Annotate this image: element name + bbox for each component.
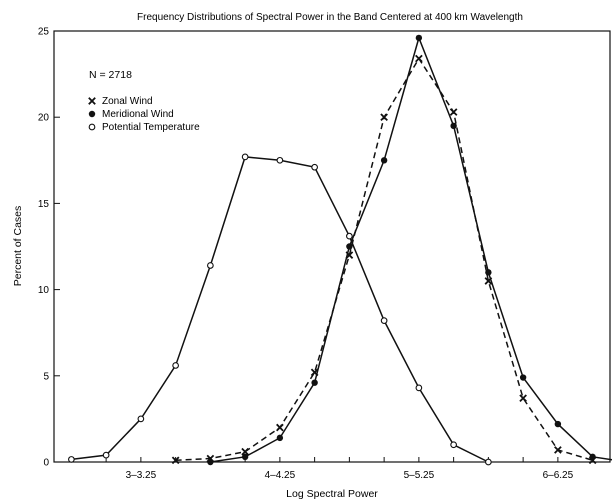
data-point-meridional-wind (554, 420, 562, 428)
data-point-zonal-wind (241, 447, 249, 456)
legend-marker (88, 97, 96, 105)
data-point-meridional-wind (380, 157, 388, 164)
data-point-potential-temperature (68, 456, 75, 463)
y-tick-label: 20 (38, 113, 50, 124)
series-zonal-wind (171, 54, 597, 465)
y-axis-label: Percent of Cases (12, 206, 24, 287)
data-point-potential-temperature (207, 262, 214, 269)
sample-size-annotation: N = 2718 (89, 69, 132, 81)
x-tick-label: 6–6.25 (543, 470, 574, 481)
y-tick-label: 25 (38, 27, 50, 38)
data-point-potential-temperature (450, 441, 457, 449)
legend-marker (88, 110, 96, 118)
legend-marker (88, 123, 96, 131)
legend-item: Meridional Wind (88, 109, 174, 120)
legend-item: Zonal Wind (88, 96, 153, 107)
data-point-meridional-wind (485, 269, 492, 276)
legend-label: Meridional Wind (102, 109, 174, 120)
data-point-potential-temperature (172, 362, 179, 369)
data-point-meridional-wind (450, 122, 457, 130)
data-point-meridional-wind (207, 458, 214, 466)
legend-label: Potential Temperature (102, 122, 200, 133)
x-tick-label: 3–3.25 (126, 470, 157, 481)
x-tick-label: 4–4.25 (265, 470, 296, 481)
data-point-potential-temperature (241, 153, 249, 161)
data-point-potential-temperature (276, 156, 284, 164)
series-line-potential-temperature (71, 156, 489, 463)
data-point-meridional-wind (589, 453, 596, 461)
data-point-meridional-wind (311, 379, 318, 386)
data-point-potential-temperature (485, 458, 492, 466)
data-point-meridional-wind (241, 453, 249, 461)
data-point-potential-temperature (102, 451, 110, 459)
data-point-potential-temperature (346, 232, 353, 240)
series-meridional-wind (207, 34, 612, 466)
data-point-zonal-wind (415, 54, 423, 63)
legend-label: Zonal Wind (102, 96, 153, 107)
x-tick-label: 5–5.25 (404, 470, 435, 481)
plot-frame (53, 30, 611, 463)
y-tick-label: 0 (43, 458, 49, 469)
data-point-meridional-wind (415, 34, 423, 42)
series-layer (68, 34, 612, 466)
data-point-zonal-wind (449, 108, 458, 116)
data-point-meridional-wind (276, 434, 284, 442)
x-axis-label: Log Spectral Power (286, 488, 378, 500)
y-tick-label: 15 (38, 199, 50, 210)
data-point-zonal-wind (519, 394, 527, 403)
series-line-meridional-wind (210, 35, 612, 463)
x-axis: 3–3.25 4–4.25 5–5.25 6–6.25 (70, 457, 594, 481)
data-point-zonal-wind (276, 423, 284, 432)
data-point-potential-temperature (415, 384, 423, 392)
data-point-meridional-wind (519, 374, 527, 381)
data-point-potential-temperature (380, 317, 388, 324)
data-point-zonal-wind (171, 456, 180, 465)
data-point-potential-temperature (311, 163, 318, 171)
series-potential-temperature (68, 153, 492, 466)
legend: Zonal Wind Meridional Wind Potential Tempe… (88, 96, 200, 133)
y-tick-label: 10 (38, 285, 50, 296)
y-axis: 0 5 10 15 20 25 (38, 27, 60, 469)
chart-title: Frequency Distributions of Spectral Powe… (137, 12, 523, 23)
y-tick-label: 5 (43, 371, 49, 382)
data-point-zonal-wind (380, 113, 388, 122)
data-point-potential-temperature (137, 415, 145, 423)
data-point-meridional-wind (346, 243, 353, 250)
data-point-zonal-wind (554, 446, 562, 454)
series-line-zonal-wind (175, 57, 593, 462)
legend-item: Potential Temperature (88, 122, 200, 133)
